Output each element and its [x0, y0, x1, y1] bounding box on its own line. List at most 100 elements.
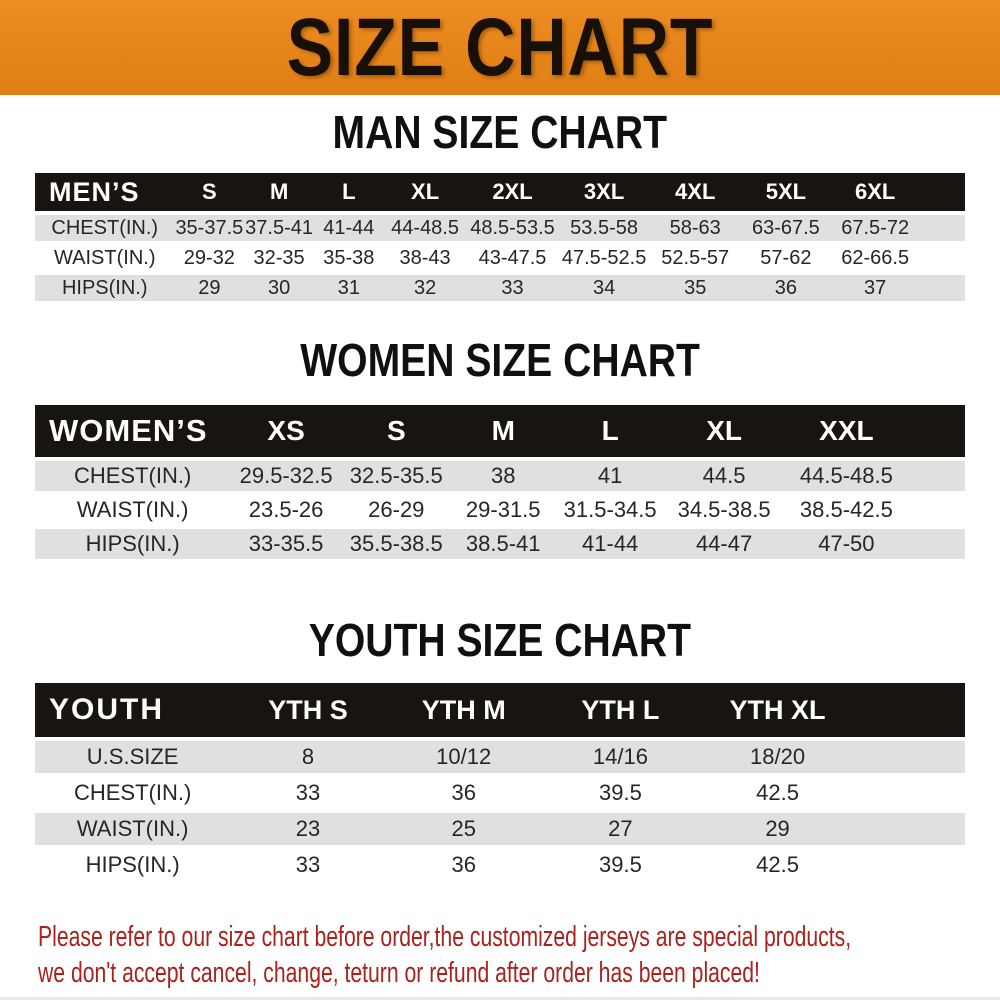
filler-cell: [909, 457, 965, 493]
table-cell: 33-35.5: [230, 525, 342, 559]
table-cell: 29.5-32.5: [230, 457, 342, 493]
row-label: WAIST(IN.): [35, 809, 231, 847]
filler-cell: [856, 773, 965, 811]
table-cell: 26-29: [341, 491, 451, 527]
table-cell: 31.5-34.5: [555, 491, 665, 527]
order-disclaimer: Please refer to our size chart before or…: [38, 919, 1000, 991]
table-header-row: YOUTH YTH S YTH M YTH L YTH XL: [35, 683, 965, 739]
column-header: YTH M: [385, 683, 542, 739]
filler-cell: [909, 405, 965, 459]
bottom-edge-divider: [0, 997, 1000, 1000]
table-cell: 44-47: [664, 525, 784, 559]
table-group-label: WOMEN’S: [35, 405, 231, 459]
column-header: 3XL: [558, 173, 650, 213]
table-row: U.S.SIZE 8 10/12 14/16 18/20: [35, 737, 965, 775]
filler-cell: [919, 211, 965, 243]
row-label: HIPS(IN.): [35, 845, 231, 881]
table-row: WAIST(IN.) 23.5-26 26-29 29-31.5 31.5-34.5 34…: [35, 491, 965, 527]
table-cell: 47-50: [783, 525, 910, 559]
column-header: YTH XL: [698, 683, 857, 739]
disclaimer-line-1: Please refer to our size chart before or…: [38, 921, 852, 953]
table-cell: 35: [649, 271, 741, 301]
table-cell: 44-48.5: [383, 211, 467, 243]
table-cell: 38.5-41: [450, 525, 556, 559]
table-cell: 29: [698, 809, 857, 847]
column-header: L: [313, 173, 384, 213]
table-cell: 29-31.5: [450, 491, 556, 527]
row-label: HIPS(IN.): [35, 525, 231, 559]
column-header: 2XL: [466, 173, 559, 213]
women-section: WOMEN SIZE CHART WOMEN’S XS S M L XL XXL CHEST(…: [0, 337, 1000, 559]
table-cell: 25: [385, 809, 542, 847]
women-size-table: WOMEN’S XS S M L XL XXL CHEST(IN.) 29.5-32.5 32.5…: [35, 405, 965, 559]
men-section-heading: MAN SIZE CHART: [0, 109, 1000, 157]
table-cell: 18/20: [698, 737, 857, 775]
table-cell: 37.5-41: [244, 211, 314, 243]
table-cell: 32-35: [244, 241, 314, 273]
table-cell: 67.5-72: [830, 211, 920, 243]
table-cell: 38-43: [383, 241, 467, 273]
filler-cell: [919, 173, 965, 213]
column-header: M: [450, 405, 556, 459]
table-row: CHEST(IN.) 29.5-32.5 32.5-35.5 38 41 44.5 44.5…: [35, 457, 965, 493]
table-row: WAIST(IN.) 29-32 32-35 35-38 38-43 43-47.5 47.…: [35, 241, 965, 273]
filler-cell: [856, 809, 965, 847]
table-group-label: YOUTH: [35, 683, 231, 739]
row-label: HIPS(IN.): [35, 271, 175, 301]
men-section-heading-text: MAN SIZE CHART: [332, 106, 668, 158]
table-row: CHEST(IN.) 33 36 39.5 42.5: [35, 773, 965, 811]
women-section-heading-text: WOMEN SIZE CHART: [300, 334, 700, 386]
row-label: WAIST(IN.): [35, 491, 231, 527]
row-label: CHEST(IN.): [35, 457, 231, 493]
filler-cell: [909, 525, 965, 559]
table-cell: 10/12: [385, 737, 542, 775]
table-cell: 30: [244, 271, 314, 301]
filler-cell: [919, 241, 965, 273]
table-cell: 27: [541, 809, 699, 847]
table-row: WAIST(IN.) 23 25 27 29: [35, 809, 965, 847]
table-cell: 42.5: [698, 845, 857, 881]
table-cell: 37: [830, 271, 920, 301]
table-cell: 47.5-52.5: [558, 241, 650, 273]
table-header-row: WOMEN’S XS S M L XL XXL: [35, 405, 965, 459]
table-cell: 8: [230, 737, 386, 775]
men-section: MAN SIZE CHART MEN’S S M L XL 2XL 3XL 4XL 5XL 6XL…: [0, 109, 1000, 301]
table-cell: 48.5-53.5: [466, 211, 559, 243]
column-header: M: [244, 173, 314, 213]
table-cell: 35.5-38.5: [341, 525, 451, 559]
table-cell: 57-62: [740, 241, 831, 273]
column-header: XS: [230, 405, 342, 459]
table-cell: 32: [383, 271, 467, 301]
women-section-heading: WOMEN SIZE CHART: [0, 337, 1000, 385]
column-header: S: [174, 173, 245, 213]
table-cell: 36: [385, 773, 542, 811]
column-header: L: [555, 405, 665, 459]
filler-cell: [909, 491, 965, 527]
youth-section: YOUTH SIZE CHART YOUTH YTH S YTH M YTH L YTH…: [0, 617, 1000, 881]
youth-section-heading: YOUTH SIZE CHART: [0, 617, 1000, 665]
row-label: CHEST(IN.): [35, 211, 175, 243]
table-cell: 62-66.5: [830, 241, 920, 273]
table-cell: 58-63: [649, 211, 741, 243]
disclaimer-line-2: we don't accept cancel, change, teturn o…: [38, 957, 760, 989]
table-cell: 14/16: [541, 737, 699, 775]
table-cell: 41-44: [313, 211, 384, 243]
filler-cell: [856, 737, 965, 775]
table-row: HIPS(IN.) 33 36 39.5 42.5: [35, 845, 965, 881]
column-header: YTH S: [230, 683, 386, 739]
table-cell: 38.5-42.5: [783, 491, 910, 527]
table-row: HIPS(IN.) 29 30 31 32 33 34 35 36 37: [35, 271, 965, 301]
column-header: 6XL: [830, 173, 920, 213]
table-cell: 39.5: [541, 845, 699, 881]
table-cell: 42.5: [698, 773, 857, 811]
column-header: XL: [664, 405, 784, 459]
table-cell: 41: [555, 457, 665, 493]
column-header: S: [341, 405, 451, 459]
table-cell: 33: [466, 271, 559, 301]
table-cell: 32.5-35.5: [341, 457, 451, 493]
column-header: YTH L: [541, 683, 699, 739]
table-cell: 43-47.5: [466, 241, 559, 273]
table-cell: 33: [230, 773, 386, 811]
table-cell: 29: [174, 271, 245, 301]
table-header-row: MEN’S S M L XL 2XL 3XL 4XL 5XL 6XL: [35, 173, 965, 213]
